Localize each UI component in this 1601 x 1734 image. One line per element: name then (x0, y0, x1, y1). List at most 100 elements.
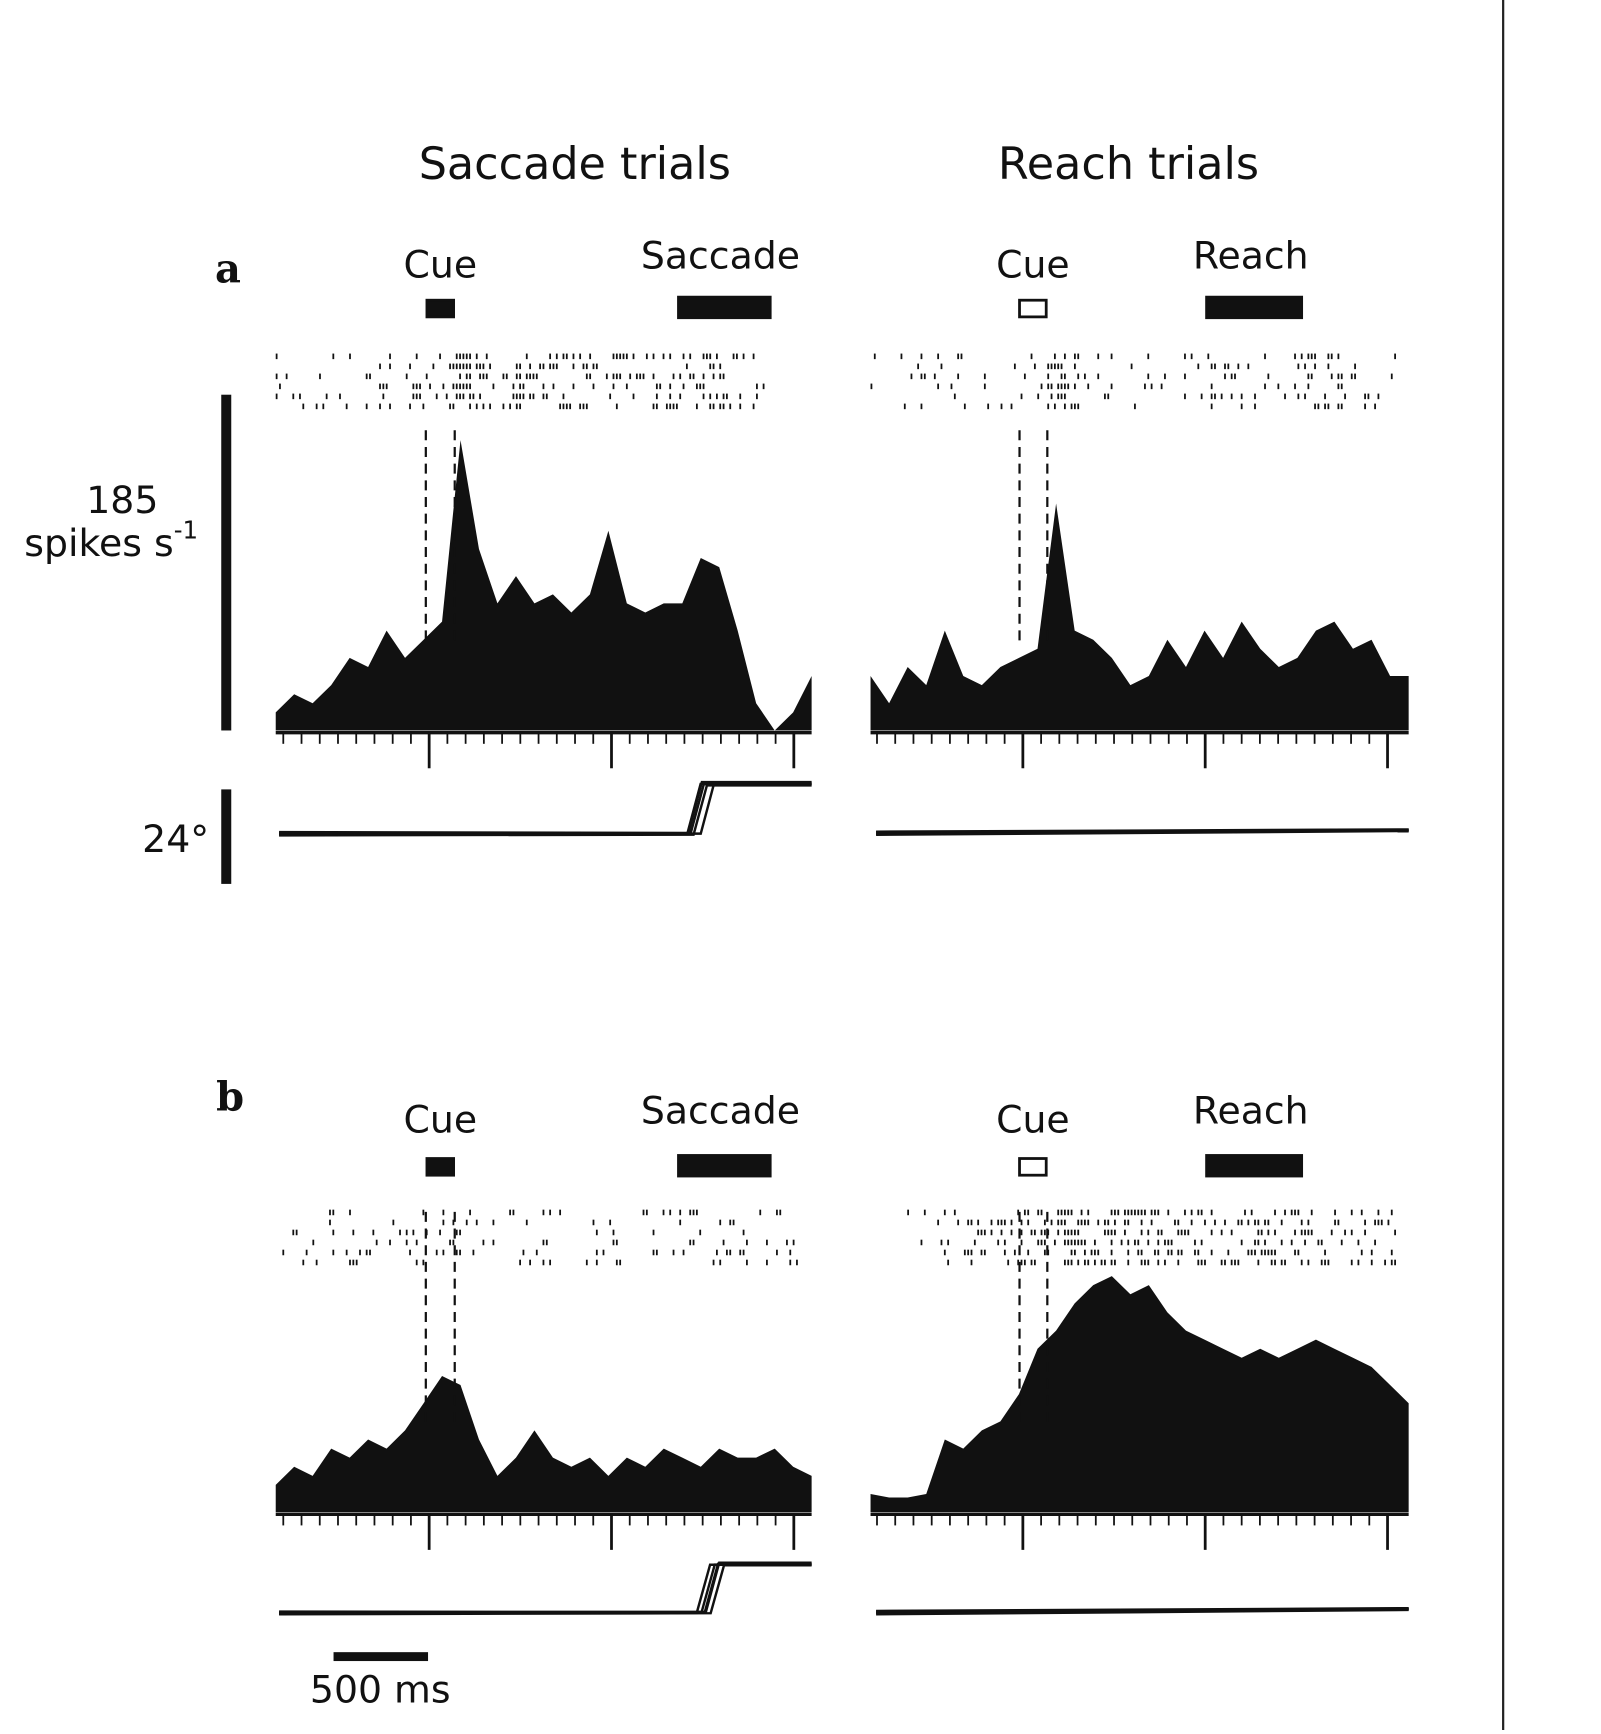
raster-tick (1080, 1239, 1083, 1246)
raster-tick (455, 383, 458, 390)
raster-tick (502, 403, 505, 410)
raster-tick (1150, 1219, 1153, 1226)
raster-tick (519, 1259, 521, 1266)
raster-tick (515, 363, 518, 370)
raster-tick (1327, 353, 1330, 360)
raster-tick (1254, 403, 1256, 410)
raster-tick (459, 383, 461, 390)
raster-tick (1010, 403, 1013, 410)
raster-tick (369, 373, 371, 380)
raster-tick (1340, 1239, 1343, 1246)
raster-tick (389, 353, 391, 360)
raster-tick (612, 373, 615, 380)
raster-tick (525, 1219, 528, 1226)
raster-tick (1167, 1249, 1170, 1256)
raster-tick (1250, 1249, 1253, 1256)
raster-tick (392, 1219, 395, 1226)
raster-tick (1324, 1249, 1326, 1256)
raster-tick (1033, 1229, 1036, 1236)
raster-tick (1050, 363, 1053, 370)
raster-tick (689, 353, 692, 360)
raster-tick (923, 373, 926, 380)
raster-tick (719, 1219, 722, 1226)
raster-tick (1280, 1219, 1283, 1226)
raster-tick (299, 393, 301, 400)
raster-tick (1204, 1259, 1206, 1266)
raster-tick (1023, 373, 1026, 380)
cue-label: Cue (996, 242, 1070, 286)
raster-tick (1040, 1229, 1043, 1236)
raster-tick (1003, 1219, 1006, 1226)
raster-tick (455, 353, 458, 360)
raster-tick (529, 373, 531, 380)
raster-tick (672, 1249, 675, 1256)
raster-tick (1030, 353, 1033, 360)
raster-tick (1050, 1219, 1053, 1226)
raster-tick (957, 373, 960, 380)
raster-tick (435, 393, 438, 400)
raster-tick (1324, 393, 1326, 400)
raster-tick (1057, 1209, 1060, 1216)
raster-tick (1157, 1259, 1160, 1266)
eye-trace (279, 1561, 812, 1614)
raster-tick (462, 383, 465, 390)
raster-tick (525, 373, 528, 380)
raster-tick (1063, 383, 1066, 390)
raster-tick (1354, 373, 1356, 380)
raster-tick (950, 383, 953, 390)
raster-tick (917, 363, 920, 370)
raster-tick (1037, 393, 1040, 400)
raster-tick (712, 373, 715, 380)
raster-tick (492, 383, 495, 390)
raster-tick (997, 1239, 1000, 1246)
raster-tick (1297, 363, 1300, 370)
raster-tick (1164, 373, 1166, 380)
raster-tick (947, 1259, 950, 1266)
raster-tick (1107, 1229, 1110, 1236)
raster-tick (422, 403, 425, 410)
raster-tick (475, 363, 478, 370)
raster-tick (1077, 1229, 1080, 1236)
raster-tick (1267, 1219, 1270, 1226)
raster-tick (459, 393, 461, 400)
raster-tick (1047, 403, 1050, 410)
raster-tick (712, 403, 715, 410)
raster-tick (1104, 393, 1106, 400)
rate-histogram (275, 440, 812, 731)
raster-tick (529, 363, 531, 370)
raster-tick (973, 1239, 976, 1246)
raster-tick (1090, 1249, 1093, 1256)
raster-tick (552, 363, 555, 370)
raster-tick (1227, 363, 1230, 370)
raster-tick (712, 1259, 715, 1266)
raster-tick (1210, 383, 1213, 390)
raster-tick (332, 1229, 335, 1236)
raster-tick (1170, 1239, 1173, 1246)
event-bar (677, 295, 772, 320)
raster-tick (292, 393, 295, 400)
raster-tick (776, 1249, 778, 1256)
raster-tick (722, 403, 725, 410)
raster-tick (1314, 403, 1316, 410)
raster-tick (542, 1259, 545, 1266)
raster-tick (669, 1209, 672, 1216)
raster-tick (1077, 373, 1080, 380)
raster-tick (592, 363, 595, 370)
raster-tick (1187, 1229, 1190, 1236)
raster-tick (1294, 1229, 1296, 1236)
raster-tick (1104, 1219, 1106, 1226)
raster-tick (625, 353, 628, 360)
raster-tick (509, 403, 511, 410)
raster-tick (1060, 373, 1063, 380)
raster-tick (1084, 1219, 1086, 1226)
raster-tick (442, 1209, 445, 1216)
raster-tick (519, 383, 521, 390)
raster-tick (1040, 1209, 1043, 1216)
raster-tick (977, 1229, 980, 1236)
event-bar (1205, 1154, 1304, 1178)
raster-tick (485, 353, 488, 360)
raster-tick (409, 363, 411, 370)
raster-tick (709, 363, 712, 370)
raster-tick (572, 353, 575, 360)
raster-tick (1114, 1209, 1116, 1216)
